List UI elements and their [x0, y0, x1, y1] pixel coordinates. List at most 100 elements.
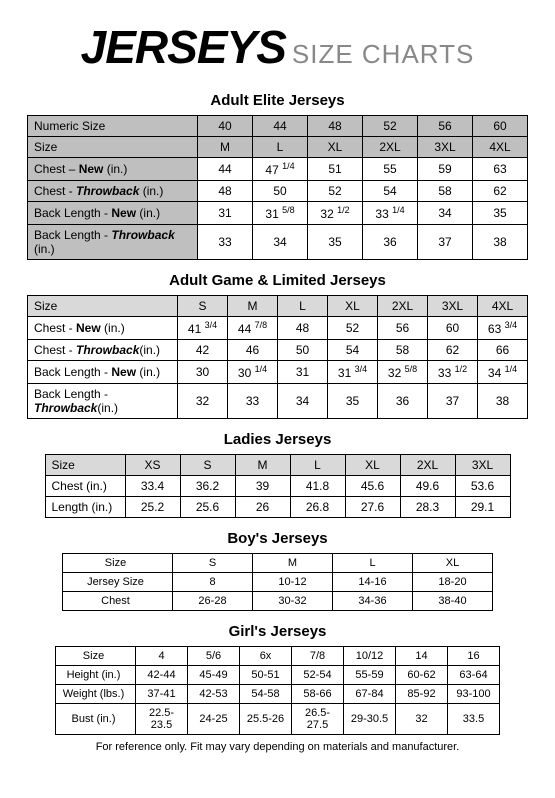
cell: 54-58	[240, 685, 292, 704]
cell: 18-20	[413, 573, 493, 592]
cell: S	[178, 296, 228, 317]
row-label: Size	[28, 137, 198, 158]
cell: 54	[363, 181, 418, 202]
row-label: Bust (in.)	[56, 704, 136, 735]
cell: 47 1/4	[253, 158, 308, 181]
row-label: Chest (in.)	[45, 476, 125, 497]
cell: 52	[308, 181, 363, 202]
cell: 85-92	[396, 685, 448, 704]
table-row: Bust (in.)22.5-23.524-2525.5-2626.5-27.5…	[56, 704, 500, 735]
table-row: Numeric Size404448525660	[28, 116, 528, 137]
sub-text: SIZE CHARTS	[292, 39, 474, 69]
table-row: SizeSMLXL	[63, 554, 493, 573]
cell: 14-16	[333, 573, 413, 592]
cell: 62	[473, 181, 528, 202]
row-label: Back Length - New (in.)	[28, 202, 198, 225]
cell: 45-49	[188, 666, 240, 685]
cell: 66	[478, 340, 528, 361]
cell: 44 7/8	[228, 317, 278, 340]
cell: 2XL	[363, 137, 418, 158]
adult-game-title: Adult Game & Limited Jerseys	[8, 272, 547, 289]
cell: 25.5-26	[240, 704, 292, 735]
cell: 33.5	[448, 704, 500, 735]
cell: M	[235, 455, 290, 476]
cell: 48	[308, 116, 363, 137]
girls-table: Size45/66x7/810/121416Height (in.)42-444…	[55, 646, 500, 735]
cell: 4XL	[473, 137, 528, 158]
cell: 50	[253, 181, 308, 202]
cell: 37	[428, 384, 478, 419]
cell: 67-84	[344, 685, 396, 704]
cell: M	[253, 554, 333, 573]
cell: 35	[328, 384, 378, 419]
cell: 56	[378, 317, 428, 340]
row-label: Chest - Throwback(in.)	[28, 340, 178, 361]
cell: 58	[418, 181, 473, 202]
cell: 32 1/2	[308, 202, 363, 225]
cell: 25.6	[180, 497, 235, 518]
girls-title: Girl's Jerseys	[8, 623, 547, 640]
cell: S	[180, 455, 235, 476]
cell: 38-40	[413, 592, 493, 611]
table-row: Back Length - New (in.)3131 5/832 1/233 …	[28, 202, 528, 225]
cell: 31 5/8	[253, 202, 308, 225]
cell: 26-28	[173, 592, 253, 611]
row-label: Height (in.)	[56, 666, 136, 685]
cell: L	[333, 554, 413, 573]
row-label: Back Length - Throwback (in.)	[28, 225, 198, 260]
cell: 36	[378, 384, 428, 419]
cell: 4	[136, 647, 188, 666]
table-row: Jersey Size810-1214-1618-20	[63, 573, 493, 592]
row-label: Length (in.)	[45, 497, 125, 518]
cell: 41.8	[290, 476, 345, 497]
cell: 37	[418, 225, 473, 260]
brand-text: JERSEYS	[81, 21, 286, 73]
table-row: SizeXSSMLXL2XL3XL	[45, 455, 510, 476]
row-label: Size	[63, 554, 173, 573]
cell: 3XL	[428, 296, 478, 317]
cell: 45.6	[345, 476, 400, 497]
table-row: Length (in.)25.225.62626.827.628.329.1	[45, 497, 510, 518]
cell: 10/12	[344, 647, 396, 666]
cell: 33.4	[125, 476, 180, 497]
cell: 60	[473, 116, 528, 137]
cell: 93-100	[448, 685, 500, 704]
table-row: Size45/66x7/810/121416	[56, 647, 500, 666]
ladies-table: SizeXSSMLXL2XL3XLChest (in.)33.436.23941…	[45, 454, 511, 518]
cell: XL	[413, 554, 493, 573]
cell: 60	[428, 317, 478, 340]
boys-table: SizeSMLXLJersey Size810-1214-1618-20Ches…	[62, 553, 493, 611]
cell: 34-36	[333, 592, 413, 611]
cell: 58	[378, 340, 428, 361]
row-label: Size	[28, 296, 178, 317]
cell: 33 1/4	[363, 202, 418, 225]
row-label: Numeric Size	[28, 116, 198, 137]
cell: 2XL	[378, 296, 428, 317]
cell: 38	[473, 225, 528, 260]
cell: 42-53	[188, 685, 240, 704]
cell: XS	[125, 455, 180, 476]
cell: 51	[308, 158, 363, 181]
cell: 39	[235, 476, 290, 497]
row-label: Size	[45, 455, 125, 476]
cell: 5/6	[188, 647, 240, 666]
cell: 3XL	[455, 455, 510, 476]
cell: 30 1/4	[228, 361, 278, 384]
cell: 33	[228, 384, 278, 419]
cell: 60-62	[396, 666, 448, 685]
cell: 16	[448, 647, 500, 666]
cell: M	[228, 296, 278, 317]
cell: 3XL	[418, 137, 473, 158]
cell: L	[278, 296, 328, 317]
cell: 32	[178, 384, 228, 419]
table-row: Weight (lbs.)37-4142-5354-5858-6667-8485…	[56, 685, 500, 704]
cell: L	[290, 455, 345, 476]
cell: 54	[328, 340, 378, 361]
row-label: Chest	[63, 592, 173, 611]
cell: 41 3/4	[178, 317, 228, 340]
cell: 30	[178, 361, 228, 384]
cell: 63	[473, 158, 528, 181]
cell: 49.6	[400, 476, 455, 497]
cell: 26.8	[290, 497, 345, 518]
row-label: Weight (lbs.)	[56, 685, 136, 704]
